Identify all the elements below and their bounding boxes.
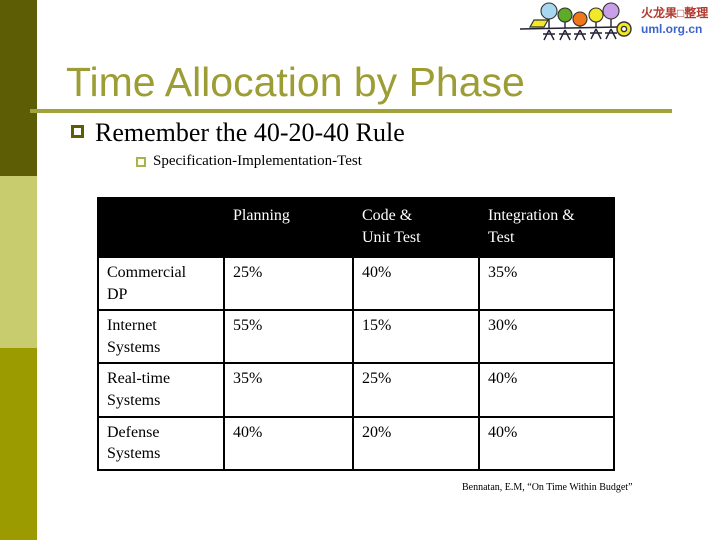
header-cell-corner (97, 197, 225, 258)
logo-circle-purple (602, 2, 620, 20)
row-label: Real-time Systems (97, 362, 225, 418)
header-cell-integration: Integration & Test (478, 197, 615, 258)
table-row-internet-systems: Internet Systems 55% 15% 30% (97, 309, 615, 365)
logo-circle-yellow (588, 7, 604, 23)
bullet-text: Remember the 40-20-40 Rule (95, 118, 405, 147)
allocation-table: Planning Code & Unit Test Integration & … (97, 197, 615, 471)
brand-name: 火龙果□整理 (641, 6, 709, 20)
stick-figures-icon (543, 28, 617, 41)
citation: Bennatan, E.M, “On Time Within Budget” (462, 482, 633, 493)
value-cell: 30% (478, 309, 615, 365)
value-cell: 25% (223, 255, 354, 312)
page-title: Time Allocation by Phase (66, 59, 525, 105)
value-cell: 40% (478, 362, 615, 418)
bullet-square-icon (71, 125, 84, 138)
header-cell-planning: Planning (223, 197, 354, 258)
value-cell: 20% (352, 415, 480, 471)
title-rule (30, 109, 672, 113)
table-row-commercial-dp: Commercial DP 25% 40% 35% (97, 255, 615, 312)
sub-bullet-square-icon (136, 157, 146, 167)
value-cell: 25% (352, 362, 480, 418)
table-row-realtime-systems: Real-time Systems 35% 25% 40% (97, 362, 615, 418)
people-logo-icon (519, 2, 632, 41)
logo-circle-green (557, 7, 573, 23)
value-cell: 40% (478, 415, 615, 471)
logo-circle-orange (572, 11, 588, 27)
sidebar-segment-middle (0, 176, 37, 348)
table-row-defense-systems: Defense Systems 40% 20% 40% (97, 415, 615, 471)
value-cell: 15% (352, 309, 480, 365)
value-cell: 40% (352, 255, 480, 312)
row-label: Internet Systems (97, 309, 225, 365)
logo: 火龙果□整理 uml.org.cn (503, 2, 718, 52)
value-cell: 35% (223, 362, 354, 418)
table-header-row: Planning Code & Unit Test Integration & … (97, 197, 615, 258)
logo-circle-blue (540, 2, 558, 20)
sidebar-segment-top (0, 0, 37, 176)
value-cell: 35% (478, 255, 615, 312)
sub-bullet-text: Specification-Implementation-Test (153, 153, 362, 169)
sidebar-segment-bottom (0, 348, 37, 540)
brand-website: uml.org.cn (641, 22, 703, 36)
row-label: Defense Systems (97, 415, 225, 471)
logo-text: 火龙果□整理 uml.org.cn (641, 5, 720, 37)
header-cell-code-unit: Code & Unit Test (352, 197, 480, 258)
sidebar (0, 0, 37, 540)
row-label: Commercial DP (97, 255, 225, 312)
value-cell: 40% (223, 415, 354, 471)
value-cell: 55% (223, 309, 354, 365)
